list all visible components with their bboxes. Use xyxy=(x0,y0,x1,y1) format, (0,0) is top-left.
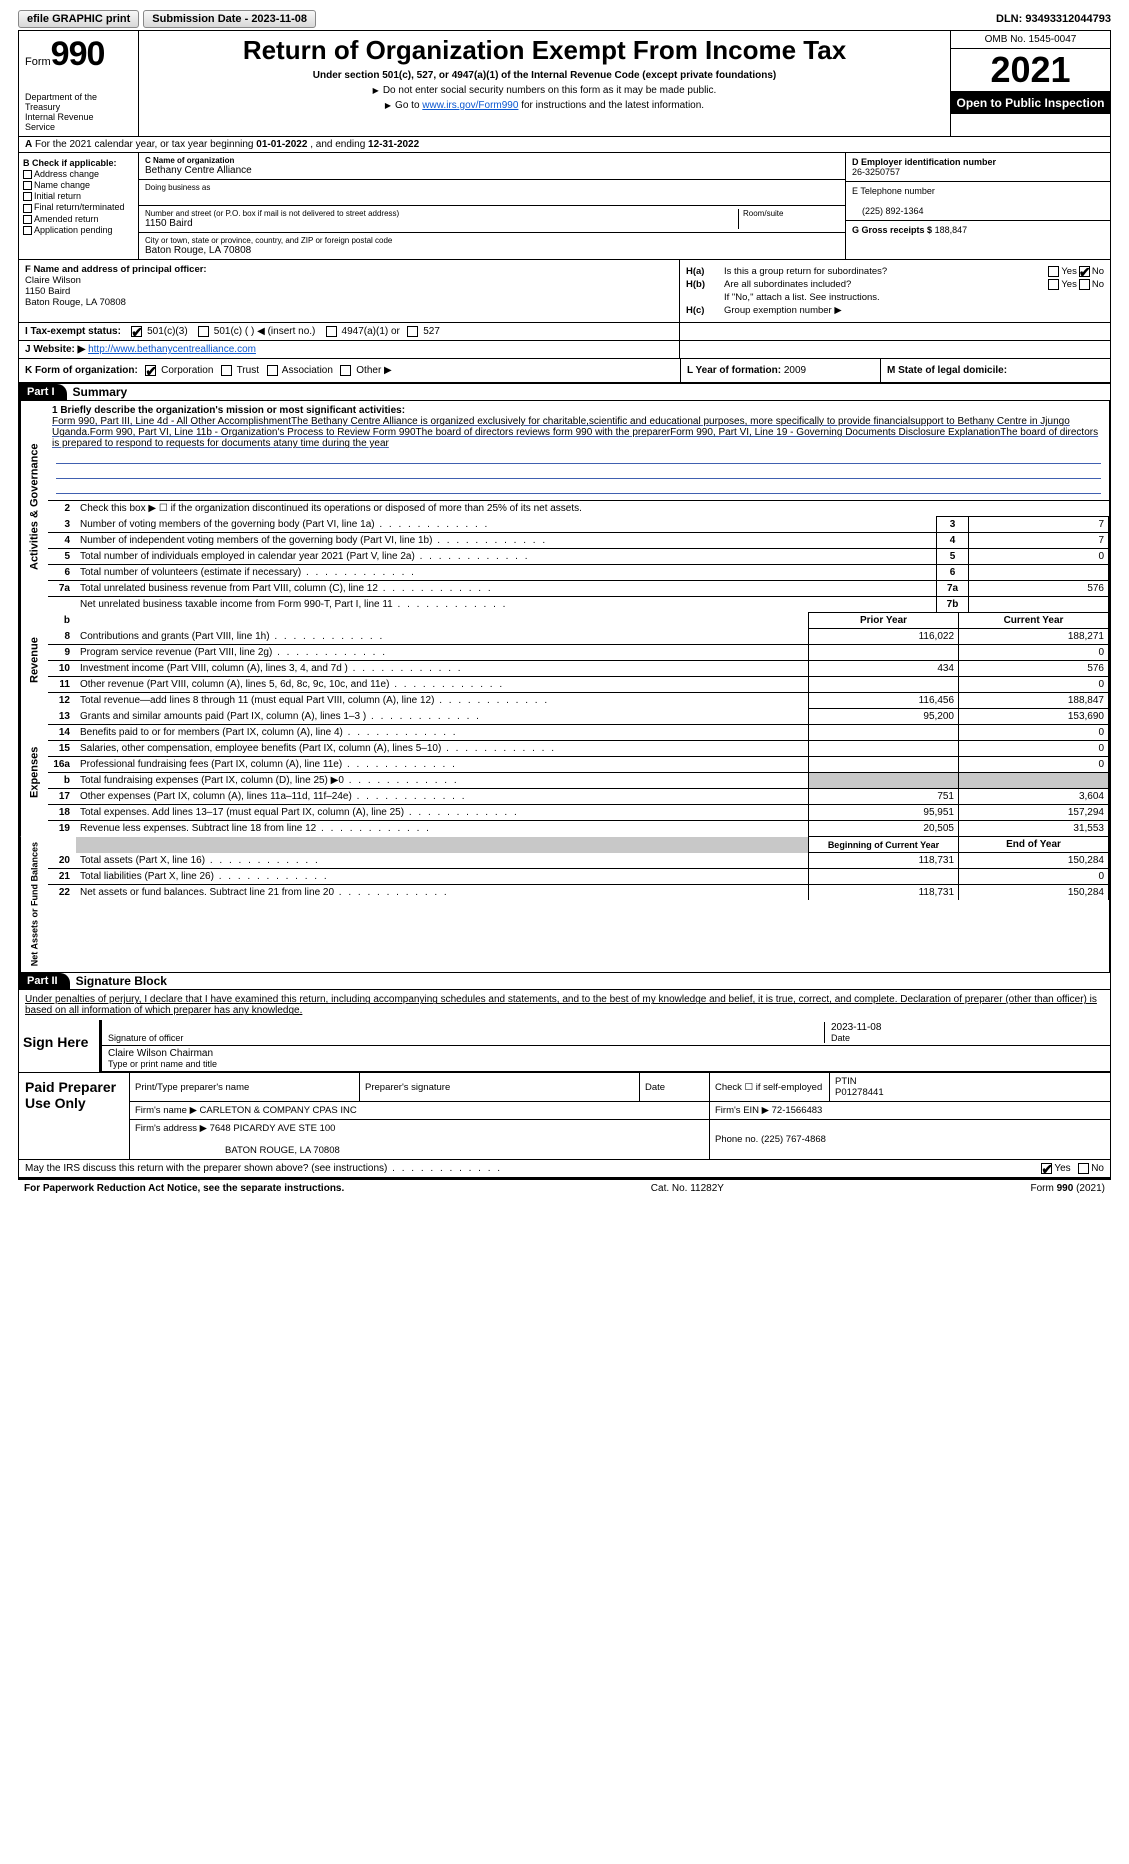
preparer-table: Print/Type preparer's name Preparer's si… xyxy=(129,1073,1110,1159)
other-checkbox[interactable] xyxy=(340,365,351,376)
part1-header: Part ISummary xyxy=(19,384,1110,401)
tab-revenue: Revenue xyxy=(20,612,48,708)
name-change-checkbox[interactable] xyxy=(23,181,32,190)
header-right: OMB No. 1545-0047 2021 Open to Public In… xyxy=(950,31,1110,136)
tax-exempt-status: I Tax-exempt status: 501(c)(3) 501(c) ( … xyxy=(19,323,680,340)
expense-rows: 13Grants and similar amounts paid (Part … xyxy=(48,708,1109,836)
501c-checkbox[interactable] xyxy=(198,326,209,337)
discuss-yes-checkbox[interactable] xyxy=(1041,1163,1052,1174)
tax-year-row: A For the 2021 calendar year, or tax yea… xyxy=(19,137,1110,153)
netasset-rows: Beginning of Current YearEnd of Year 20T… xyxy=(48,836,1109,900)
year-formation: L Year of formation: 2009 xyxy=(680,359,880,382)
efile-print-button[interactable]: efile GRAPHIC print xyxy=(18,10,139,28)
paid-preparer-label: Paid Preparer Use Only xyxy=(19,1073,129,1159)
state-domicile: M State of legal domicile: xyxy=(880,359,1110,382)
part2-header: Part IISignature Block xyxy=(19,973,1110,990)
submission-date-button[interactable]: Submission Date - 2023-11-08 xyxy=(143,10,316,28)
mission-text: 1 Briefly describe the organization's mi… xyxy=(48,401,1109,501)
tab-activities: Activities & Governance xyxy=(20,401,48,612)
page-footer: For Paperwork Reduction Act Notice, see … xyxy=(18,1178,1111,1197)
hb-no-checkbox[interactable] xyxy=(1079,279,1090,290)
final-return-checkbox[interactable] xyxy=(23,204,32,213)
corp-checkbox[interactable] xyxy=(145,365,156,376)
website-row: J Website: ▶ http://www.bethanycentreall… xyxy=(19,341,680,358)
initial-return-checkbox[interactable] xyxy=(23,192,32,201)
governance-rows: 3Number of voting members of the governi… xyxy=(48,516,1109,612)
form-of-org: K Form of organization: Corporation Trus… xyxy=(19,359,680,382)
discuss-no-checkbox[interactable] xyxy=(1078,1163,1089,1174)
form-title: Return of Organization Exempt From Incom… xyxy=(147,35,942,66)
tab-expenses: Expenses xyxy=(20,708,48,836)
irs-link[interactable]: www.irs.gov/Form990 xyxy=(422,100,518,111)
trust-checkbox[interactable] xyxy=(221,365,232,376)
discuss-row: May the IRS discuss this return with the… xyxy=(19,1159,1110,1177)
group-return: H(a)Is this a group return for subordina… xyxy=(680,260,1110,322)
declaration-text: Under penalties of perjury, I declare th… xyxy=(19,990,1110,1020)
amended-return-checkbox[interactable] xyxy=(23,215,32,224)
principal-officer: F Name and address of principal officer:… xyxy=(19,260,680,322)
org-info: C Name of organizationBethany Centre All… xyxy=(139,153,845,259)
header-center: Return of Organization Exempt From Incom… xyxy=(139,31,950,136)
ha-yes-checkbox[interactable] xyxy=(1048,266,1059,277)
ein-phone: D Employer identification number26-32507… xyxy=(845,153,1110,259)
ha-no-checkbox[interactable] xyxy=(1079,266,1090,277)
org-website-link[interactable]: http://www.bethanycentrealliance.com xyxy=(88,344,256,355)
governance-table: 2Check this box ▶ ☐ if the organization … xyxy=(48,501,1109,516)
revenue-rows: bPrior YearCurrent Year 8Contributions a… xyxy=(48,612,1109,708)
check-if-applicable: B Check if applicable: Address change Na… xyxy=(19,153,139,259)
header-left: Form990 Department of the TreasuryIntern… xyxy=(19,31,139,136)
tab-netassets: Net Assets or Fund Balances xyxy=(20,836,48,972)
assoc-checkbox[interactable] xyxy=(267,365,278,376)
527-checkbox[interactable] xyxy=(407,326,418,337)
sign-here-label: Sign Here xyxy=(19,1020,99,1072)
address-change-checkbox[interactable] xyxy=(23,170,32,179)
application-pending-checkbox[interactable] xyxy=(23,226,32,235)
501c3-checkbox[interactable] xyxy=(131,326,142,337)
4947-checkbox[interactable] xyxy=(326,326,337,337)
hb-yes-checkbox[interactable] xyxy=(1048,279,1059,290)
dln-label: DLN: 93493312044793 xyxy=(996,13,1111,25)
